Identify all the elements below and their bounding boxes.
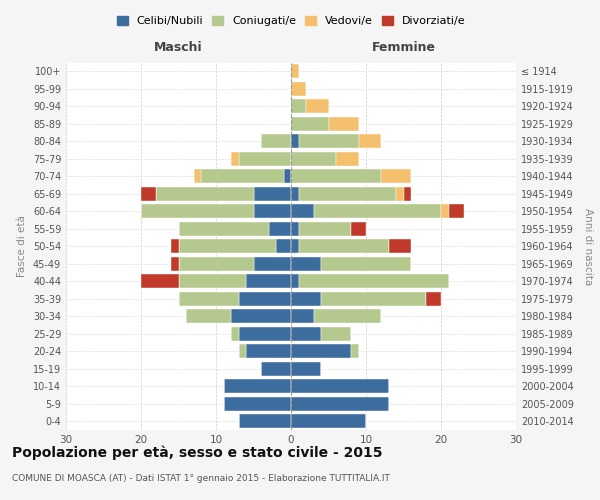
Bar bbox=[336, 152, 359, 166]
Bar bbox=[179, 292, 239, 306]
Bar bbox=[291, 134, 299, 148]
Bar bbox=[291, 82, 306, 96]
Bar bbox=[299, 187, 396, 200]
Bar bbox=[306, 100, 329, 113]
Bar bbox=[246, 274, 291, 288]
Bar bbox=[291, 170, 381, 183]
Bar bbox=[269, 222, 291, 235]
Bar bbox=[291, 380, 389, 393]
Bar bbox=[314, 310, 381, 323]
Bar bbox=[179, 240, 276, 253]
Bar bbox=[186, 310, 231, 323]
Bar bbox=[291, 240, 299, 253]
Bar bbox=[254, 204, 291, 218]
Bar bbox=[291, 292, 321, 306]
Bar bbox=[231, 327, 239, 340]
Bar bbox=[193, 170, 201, 183]
Bar bbox=[239, 414, 291, 428]
Bar bbox=[396, 187, 404, 200]
Bar bbox=[299, 240, 389, 253]
Bar bbox=[291, 204, 314, 218]
Bar bbox=[291, 310, 314, 323]
Bar bbox=[156, 187, 254, 200]
Bar bbox=[291, 117, 329, 130]
Bar bbox=[291, 257, 321, 270]
Text: Femmine: Femmine bbox=[371, 41, 436, 54]
Bar bbox=[179, 257, 254, 270]
Bar bbox=[239, 152, 291, 166]
Text: Popolazione per età, sesso e stato civile - 2015: Popolazione per età, sesso e stato civil… bbox=[12, 446, 383, 460]
Bar bbox=[359, 134, 381, 148]
Bar bbox=[231, 310, 291, 323]
Bar bbox=[291, 152, 336, 166]
Bar bbox=[179, 274, 246, 288]
Y-axis label: Fasce di età: Fasce di età bbox=[17, 216, 27, 277]
Bar bbox=[284, 170, 291, 183]
Bar bbox=[246, 344, 291, 358]
Bar bbox=[389, 240, 411, 253]
Bar bbox=[171, 240, 179, 253]
Bar bbox=[291, 344, 351, 358]
Bar bbox=[223, 380, 291, 393]
Bar bbox=[291, 274, 299, 288]
Bar bbox=[381, 170, 411, 183]
Bar bbox=[321, 327, 351, 340]
Bar bbox=[329, 117, 359, 130]
Bar bbox=[299, 134, 359, 148]
Bar bbox=[201, 170, 284, 183]
Bar bbox=[231, 152, 239, 166]
Bar bbox=[291, 397, 389, 410]
Bar bbox=[321, 292, 426, 306]
Bar bbox=[291, 64, 299, 78]
Bar bbox=[299, 274, 449, 288]
Bar bbox=[291, 414, 366, 428]
Bar bbox=[291, 222, 299, 235]
Bar bbox=[239, 327, 291, 340]
Bar bbox=[449, 204, 464, 218]
Text: COMUNE DI MOASCA (AT) - Dati ISTAT 1° gennaio 2015 - Elaborazione TUTTITALIA.IT: COMUNE DI MOASCA (AT) - Dati ISTAT 1° ge… bbox=[12, 474, 390, 483]
Bar bbox=[261, 134, 291, 148]
Bar bbox=[299, 222, 351, 235]
Text: Maschi: Maschi bbox=[154, 41, 203, 54]
Bar bbox=[141, 204, 254, 218]
Bar bbox=[276, 240, 291, 253]
Bar bbox=[314, 204, 441, 218]
Bar bbox=[441, 204, 449, 218]
Bar bbox=[141, 274, 179, 288]
Bar bbox=[141, 187, 156, 200]
Bar bbox=[351, 344, 359, 358]
Bar bbox=[239, 344, 246, 358]
Bar bbox=[291, 187, 299, 200]
Y-axis label: Anni di nascita: Anni di nascita bbox=[583, 208, 593, 285]
Bar bbox=[171, 257, 179, 270]
Bar bbox=[179, 222, 269, 235]
Bar bbox=[351, 222, 366, 235]
Bar bbox=[239, 292, 291, 306]
Bar bbox=[223, 397, 291, 410]
Bar bbox=[426, 292, 441, 306]
Bar bbox=[261, 362, 291, 376]
Bar bbox=[321, 257, 411, 270]
Bar bbox=[291, 100, 306, 113]
Legend: Celibi/Nubili, Coniugati/e, Vedovi/e, Divorziati/e: Celibi/Nubili, Coniugati/e, Vedovi/e, Di… bbox=[112, 11, 470, 31]
Bar bbox=[254, 187, 291, 200]
Bar bbox=[291, 327, 321, 340]
Bar bbox=[291, 362, 321, 376]
Bar bbox=[404, 187, 411, 200]
Bar bbox=[254, 257, 291, 270]
